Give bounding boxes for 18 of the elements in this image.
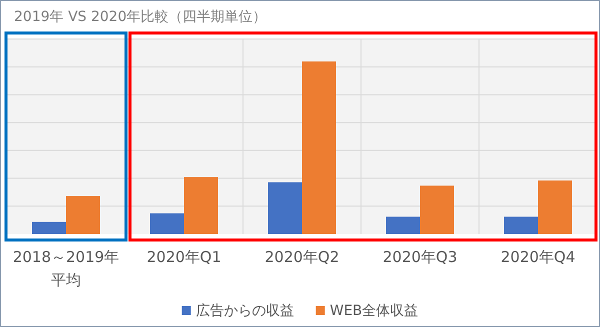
- bar: [302, 61, 336, 234]
- legend-label: WEB全体収益: [330, 303, 418, 319]
- x-tick-label: 2020年Q3: [382, 248, 458, 266]
- x-tick-label: 2020年Q4: [500, 248, 576, 266]
- x-tick-label: 2020年Q2: [264, 248, 340, 266]
- bar: [184, 177, 218, 234]
- chart-title: 2019年 VS 2020年比較（四半期単位）: [14, 9, 267, 25]
- x-tick-label: 2018～2019年平均: [12, 248, 120, 289]
- bar: [538, 180, 572, 234]
- bar: [386, 216, 420, 234]
- bar: [504, 216, 538, 234]
- bar: [150, 213, 184, 234]
- x-tick-label: 2020年Q1: [146, 248, 222, 266]
- bar: [66, 196, 100, 234]
- bar: [32, 222, 66, 234]
- legend-label: 広告からの収益: [196, 303, 294, 319]
- bar: [268, 182, 302, 234]
- bar: [420, 186, 454, 234]
